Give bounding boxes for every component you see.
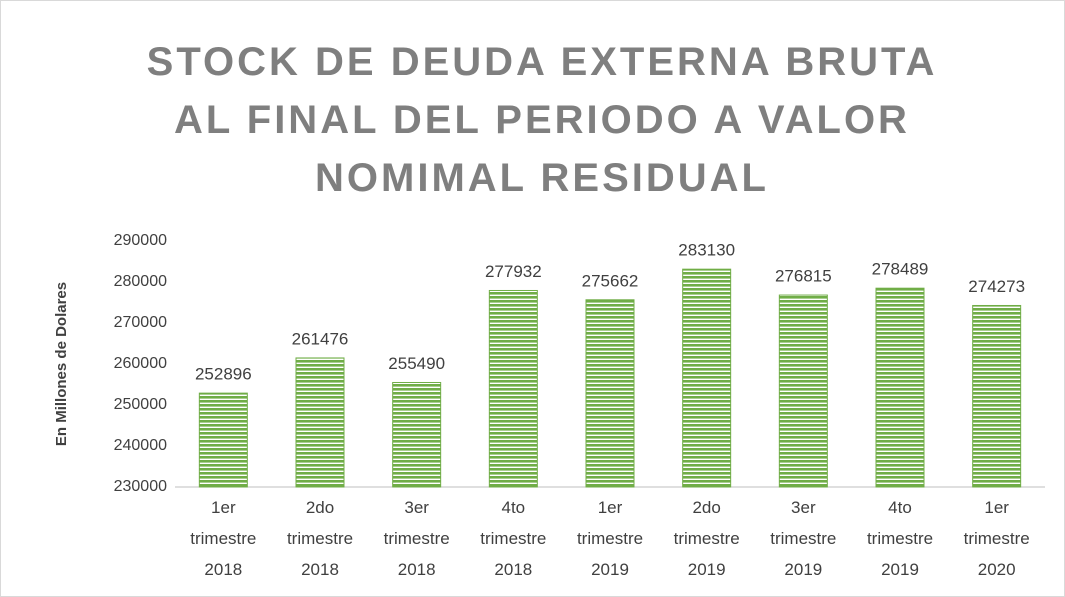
x-tick-label: 2do trimestre 2019: [673, 498, 740, 579]
x-tick-label: 2do trimestre 2018: [286, 498, 354, 579]
chart-title: STOCK DE DEUDA EXTERNA BRUTA AL FINAL DE…: [146, 40, 938, 200]
data-label: 283130: [678, 241, 735, 260]
x-tick-label: 4to trimestre 2018: [480, 498, 547, 579]
x-tick-label: 1er trimestre 2020: [963, 498, 1030, 579]
bar: [682, 268, 732, 488]
x-tick-label: 1er trimestre 2019: [576, 498, 644, 579]
y-tick-label: 270000: [114, 314, 167, 331]
bar: [778, 294, 828, 488]
x-tick-label: 4to trimestre 2019: [866, 498, 934, 579]
data-label: 275662: [582, 271, 639, 290]
data-label: 261476: [292, 329, 349, 348]
data-label: 276815: [775, 267, 832, 286]
data-label: 255490: [388, 354, 445, 373]
y-tick-label: 230000: [114, 478, 167, 495]
bar: [585, 299, 635, 488]
y-tick-label: 260000: [114, 355, 167, 372]
bar: [295, 357, 345, 488]
data-label: 277932: [485, 262, 542, 281]
data-label: 278489: [872, 260, 929, 279]
y-tick-label: 280000: [114, 273, 167, 290]
x-tick-label: 3er trimestre 2019: [770, 498, 837, 579]
bar: [488, 289, 538, 488]
bar: [392, 381, 442, 488]
x-tick-label: 1er trimestre 2018: [190, 498, 257, 579]
bar: [198, 392, 248, 488]
bar: [875, 287, 925, 488]
data-label: 274273: [968, 277, 1025, 296]
y-tick-label: 240000: [114, 437, 167, 454]
bar: [972, 304, 1022, 488]
y-axis-label: En Millones de Dolares: [53, 282, 70, 446]
y-tick-label: 250000: [114, 396, 167, 413]
data-label: 252896: [195, 365, 252, 384]
y-tick-label: 290000: [114, 232, 167, 249]
x-tick-label: 3er trimestre 2018: [383, 498, 450, 579]
